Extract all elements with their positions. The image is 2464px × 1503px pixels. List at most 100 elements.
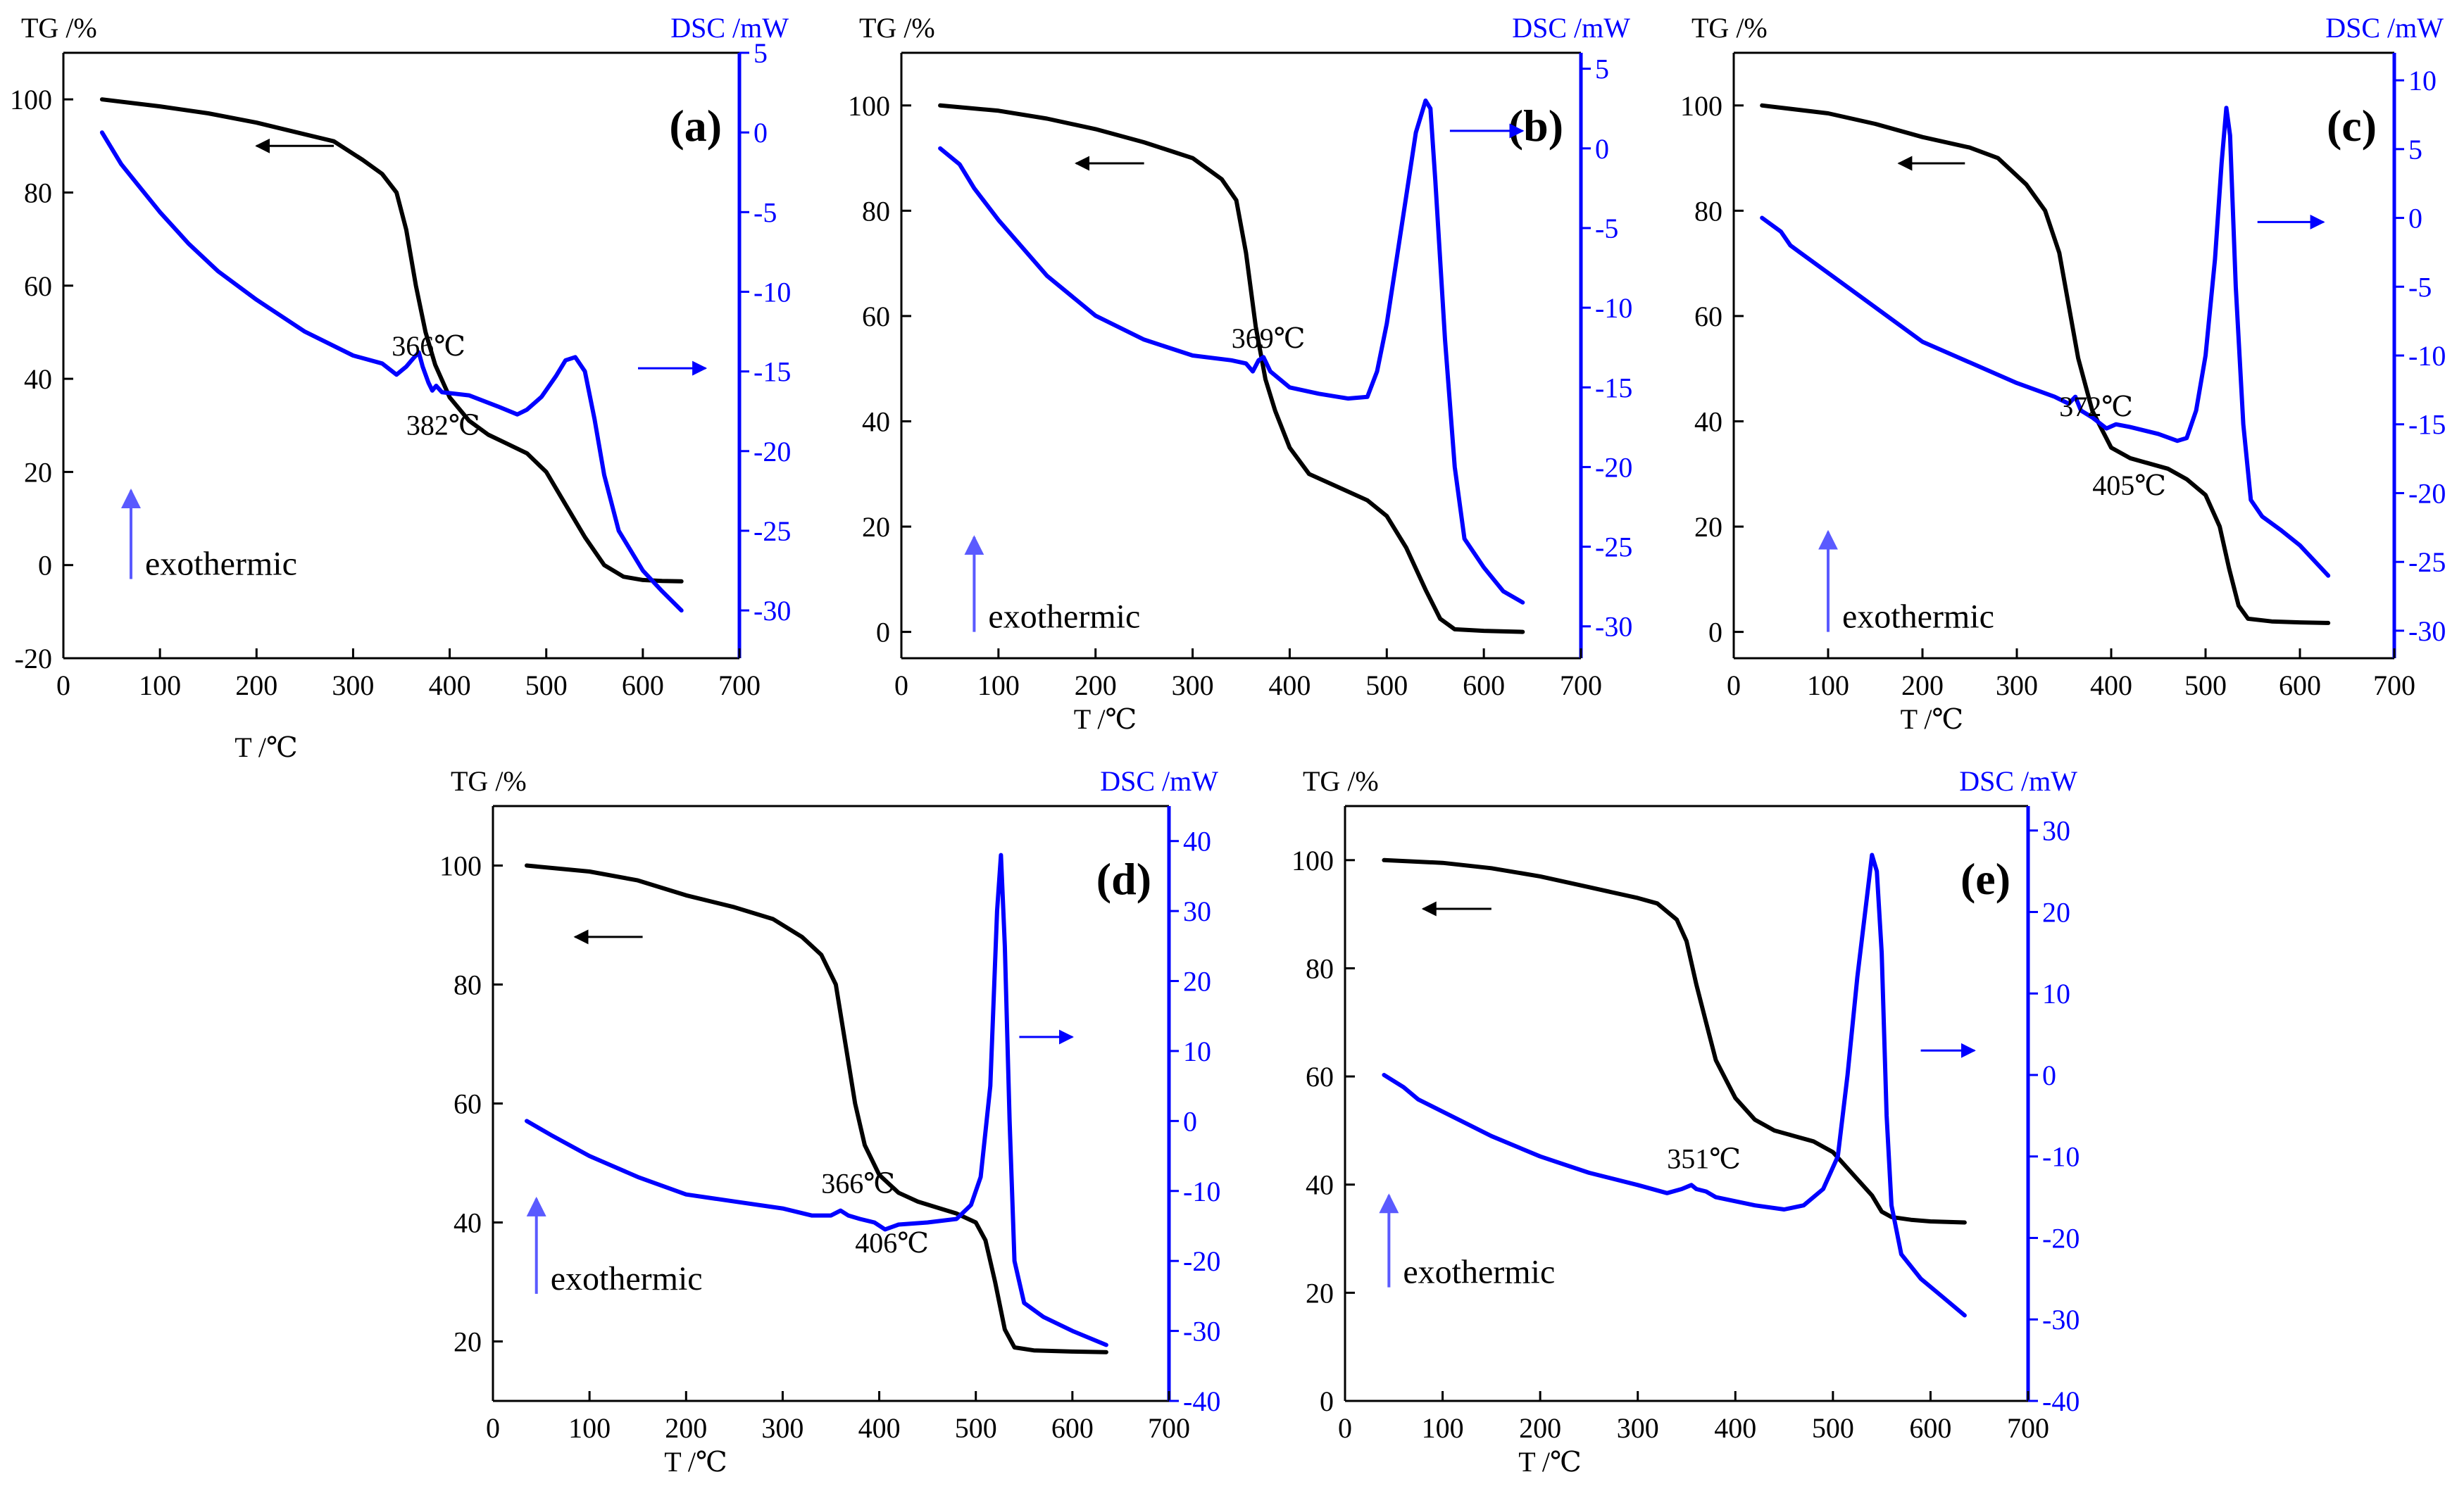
chart-panel-d: 0 100 200 300 400 500 600 70020406080100-40-30-… xyxy=(439,765,1220,1478)
x-tick-label: 700 xyxy=(1148,1412,1190,1444)
dsc-curve xyxy=(938,98,1525,605)
panel-label: (c) xyxy=(2327,101,2377,151)
dsc-tick-label: -10 xyxy=(2042,1141,2080,1173)
dsc-tick-label: -30 xyxy=(2042,1304,2080,1335)
peak-temperature-label: 369℃ xyxy=(1232,322,1306,354)
panel-label: (d) xyxy=(1096,854,1151,904)
dsc-curve xyxy=(99,130,684,613)
dsc-tick-label: -10 xyxy=(1595,292,1632,324)
dsc-tick-label: -10 xyxy=(1183,1176,1220,1207)
exothermic-label: exothermic xyxy=(551,1260,703,1297)
tg-tick-label: 60 xyxy=(862,301,890,332)
x-tick-label: 500 xyxy=(1812,1412,1854,1444)
dsc-tick-label: -20 xyxy=(2042,1222,2080,1254)
x-tick-label: 500 xyxy=(955,1412,997,1444)
dsc-tick-label: -40 xyxy=(2042,1385,2080,1417)
peak-temperature-label: 366℃ xyxy=(392,330,465,362)
tg-tick-label: -20 xyxy=(15,643,52,674)
chart-panel-c: 0 100 200 300 400 500 600 700020406080100-30-25… xyxy=(1680,12,2446,735)
tg-tick-label: 60 xyxy=(1306,1061,1334,1093)
peak-temperature-label: 366℃ xyxy=(821,1167,895,1199)
dsc-tick-label: -30 xyxy=(1183,1316,1220,1347)
dsc-tick-label: 10 xyxy=(1183,1036,1211,1067)
x-tick-label: 100 xyxy=(139,669,181,701)
x-tick-label: 200 xyxy=(1519,1412,1561,1444)
tg-tick-label: 100 xyxy=(848,90,890,122)
x-tick-label: 100 xyxy=(977,669,1020,701)
dsc-tick-label: -15 xyxy=(1595,372,1632,403)
x-tick-label: 600 xyxy=(1463,669,1505,701)
tg-axis-title: TG /% xyxy=(1691,12,1768,44)
tg-tick-label: 60 xyxy=(24,270,52,302)
dsc-axis-title: DSC /mW xyxy=(1959,765,2077,797)
x-tick-label: 0 xyxy=(56,669,70,701)
dsc-tick-label: 10 xyxy=(2408,65,2437,96)
x-tick-label: 300 xyxy=(761,1412,803,1444)
x-tick-label: 300 xyxy=(332,669,374,701)
peak-temperature-label: 382℃ xyxy=(406,409,480,441)
dsc-tick-label: -40 xyxy=(1183,1385,1220,1417)
tg-tick-label: 20 xyxy=(1694,511,1722,543)
x-tick-label: 700 xyxy=(718,669,761,701)
dsc-tick-label: -25 xyxy=(753,515,791,547)
tg-tick-label: 100 xyxy=(1292,845,1334,876)
x-tick-label: 300 xyxy=(1996,669,2038,701)
dsc-tick-label: 0 xyxy=(2408,203,2422,234)
dsc-tick-label: -20 xyxy=(1183,1245,1220,1277)
tg-tick-label: 100 xyxy=(439,850,482,882)
x-tick-label: 700 xyxy=(1560,669,1602,701)
dsc-tick-label: -10 xyxy=(753,276,791,308)
x-tick-label: 300 xyxy=(1617,1412,1659,1444)
x-tick-label: 500 xyxy=(2184,669,2227,701)
chart-panel-b: 0 100 200 300 400 500 600 700 0 20 40 60 80 100 -30 -25… xyxy=(848,12,1632,735)
tg-curve xyxy=(1382,857,1967,1225)
tg-axis-title: TG /% xyxy=(859,12,935,44)
dsc-tick-label: 40 xyxy=(1183,826,1211,857)
x-tick-label: 700 xyxy=(2373,669,2415,701)
tg-tick-label: 40 xyxy=(1694,405,1722,437)
tg-curve xyxy=(1760,103,2331,625)
peak-temperature-label: 405℃ xyxy=(2092,470,2166,501)
exothermic-label: exothermic xyxy=(145,546,297,583)
tg-tick-label: 100 xyxy=(10,84,52,115)
tg-tick-label: 20 xyxy=(1306,1277,1334,1309)
tg-axis-title: TG /% xyxy=(21,12,97,44)
x-tick-label: 400 xyxy=(1714,1412,1756,1444)
dsc-tick-label: -5 xyxy=(753,196,777,228)
x-tick-label: 200 xyxy=(1075,669,1117,701)
panel-label: (e) xyxy=(1960,854,2010,904)
chart-panel-a: 0 100 200 300 400 500 600 700-20020406080100-30… xyxy=(10,12,791,763)
x-tick-label: 400 xyxy=(1268,669,1311,701)
tg-tick-label: 0 xyxy=(38,550,52,581)
dsc-tick-label: -30 xyxy=(753,595,791,627)
dsc-tick-label: -15 xyxy=(2408,409,2446,441)
dsc-tick-label: 0 xyxy=(1595,133,1609,165)
tg-tick-label: 40 xyxy=(1306,1169,1334,1201)
panel-label: (b) xyxy=(1508,101,1563,151)
dsc-tick-label: 5 xyxy=(2408,134,2422,165)
x-tick-label: 0 xyxy=(894,669,908,701)
x-tick-label: 600 xyxy=(1909,1412,1951,1444)
dsc-tick-label: -30 xyxy=(1595,611,1632,643)
dsc-tick-label: -10 xyxy=(2408,340,2446,372)
dsc-curve xyxy=(1760,106,2331,578)
x-tick-label: 500 xyxy=(1365,669,1408,701)
x-tick-label: 100 xyxy=(568,1412,611,1444)
tg-tick-label: 40 xyxy=(862,405,890,437)
dsc-tick-label: 0 xyxy=(2042,1059,2056,1091)
tg-tick-label: 100 xyxy=(1680,90,1722,122)
tg-tick-label: 80 xyxy=(454,969,482,1001)
tg-tick-label: 0 xyxy=(876,617,890,648)
tg-axis-title: TG /% xyxy=(1303,765,1379,797)
x-axis-title: T /℃ xyxy=(234,731,298,763)
x-axis-title: T /℃ xyxy=(1901,703,1964,735)
dsc-tick-label: 10 xyxy=(2042,978,2070,1010)
tg-axis-title: TG /% xyxy=(451,765,527,797)
x-tick-label: 300 xyxy=(1172,669,1214,701)
tg-tick-label: 40 xyxy=(454,1207,482,1239)
dsc-tick-label: 5 xyxy=(753,37,768,69)
dsc-tick-label: -5 xyxy=(2408,271,2432,303)
dsc-tick-label: -5 xyxy=(1595,213,1618,244)
exothermic-label: exothermic xyxy=(1403,1254,1555,1291)
